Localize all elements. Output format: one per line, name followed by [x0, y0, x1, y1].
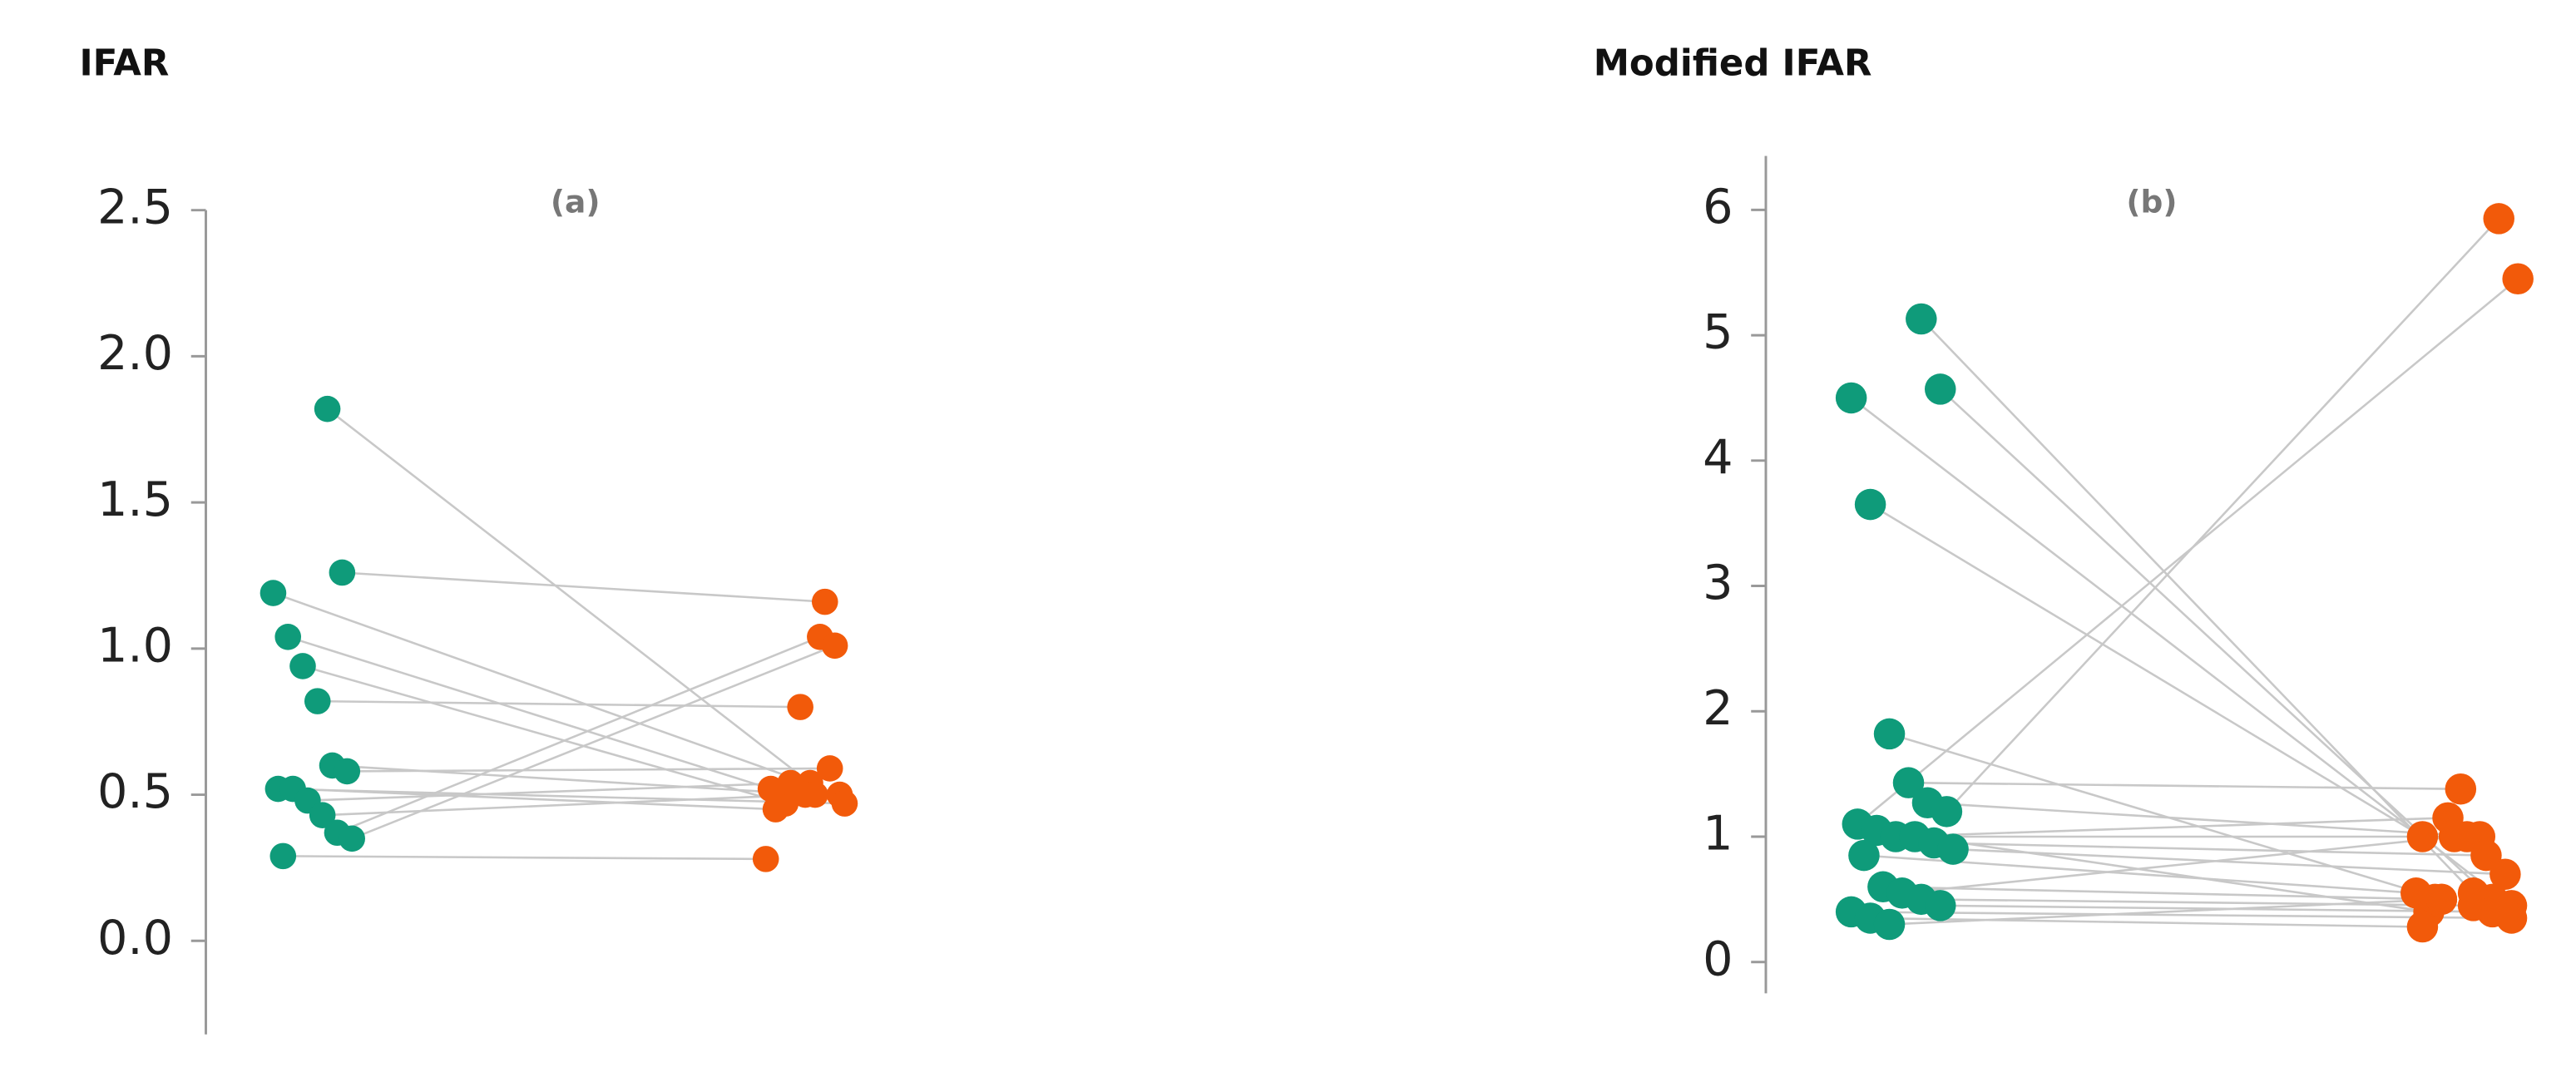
pair-line [336, 635, 821, 834]
point [1924, 373, 1956, 405]
y-tick-label: 2.5 [97, 179, 173, 235]
point [2445, 773, 2477, 805]
point [1892, 767, 1925, 798]
point [1937, 833, 1969, 865]
point [1924, 890, 1956, 921]
point [260, 580, 287, 606]
point [752, 846, 779, 872]
pair-line [1870, 916, 2423, 928]
pair-line [1869, 503, 2424, 838]
pair-line [1889, 898, 2442, 926]
pair-line [307, 782, 791, 802]
point [2483, 203, 2514, 235]
point [1854, 488, 1886, 521]
point [2495, 902, 2528, 934]
pair-line [287, 635, 772, 790]
pair-line [1927, 802, 2480, 838]
point [792, 781, 818, 808]
point [334, 758, 361, 785]
point [309, 802, 336, 828]
pair-line [1850, 397, 2513, 907]
pair-line [342, 571, 825, 603]
pair-line [351, 645, 836, 840]
pair-line [283, 855, 766, 861]
point [1873, 908, 1906, 941]
y-tick-label: 5 [1703, 304, 1733, 360]
point [1931, 796, 1963, 828]
point [831, 790, 858, 817]
point [1835, 382, 1867, 414]
point [2470, 839, 2502, 872]
pair-line [322, 793, 806, 817]
pair-line [1901, 835, 2455, 895]
point [2489, 858, 2521, 890]
pair-line [1882, 885, 2435, 901]
pair-line [293, 788, 776, 811]
pair-line [1851, 911, 2512, 920]
y-tick-label: 3 [1703, 555, 1733, 610]
y-tick-label: 6 [1703, 179, 1733, 235]
chart-title: Modified IFAR [1594, 42, 1872, 84]
point [339, 825, 365, 852]
point [289, 653, 316, 679]
y-tick-label: 1.5 [97, 472, 173, 527]
pair-line [1952, 847, 2505, 876]
point [2438, 821, 2470, 852]
subplot-label: (a) [551, 183, 601, 220]
y-tick-label: 0.5 [97, 763, 173, 819]
chart-title: IFAR [79, 42, 169, 84]
pair-line [302, 665, 786, 805]
pair-line [1946, 218, 2500, 813]
point [762, 796, 789, 823]
point [816, 755, 843, 782]
pair-line [326, 408, 811, 784]
y-tick-label: 0 [1703, 931, 1733, 986]
point [329, 559, 356, 586]
point [314, 395, 341, 422]
y-tick-label: 1 [1703, 806, 1733, 862]
point [2425, 883, 2458, 916]
point [821, 632, 848, 660]
pair-line [317, 699, 801, 709]
point [269, 842, 297, 870]
subplot-label: (b) [2126, 183, 2177, 220]
y-tick-label: 4 [1703, 429, 1733, 485]
point [2502, 263, 2534, 295]
point [304, 688, 331, 714]
point [787, 694, 813, 720]
y-tick-label: 0.0 [97, 910, 173, 966]
pair-line [1896, 817, 2449, 838]
pair-line [347, 767, 830, 773]
pair-line [1921, 898, 2474, 907]
y-tick-label: 2.0 [97, 325, 173, 381]
point [811, 588, 838, 615]
y-tick-label: 2 [1703, 680, 1733, 736]
pair-line [1939, 388, 2494, 901]
point [1848, 839, 1880, 872]
pair-line [1934, 842, 2486, 857]
pair-line [273, 591, 840, 796]
point [2406, 821, 2439, 852]
point [2406, 911, 2439, 943]
pair-line [1857, 278, 2519, 825]
pair-line [1908, 781, 2461, 790]
point [1906, 303, 1937, 335]
y-tick-label: 1.0 [97, 617, 173, 673]
point [274, 624, 302, 650]
point [1873, 718, 1906, 750]
